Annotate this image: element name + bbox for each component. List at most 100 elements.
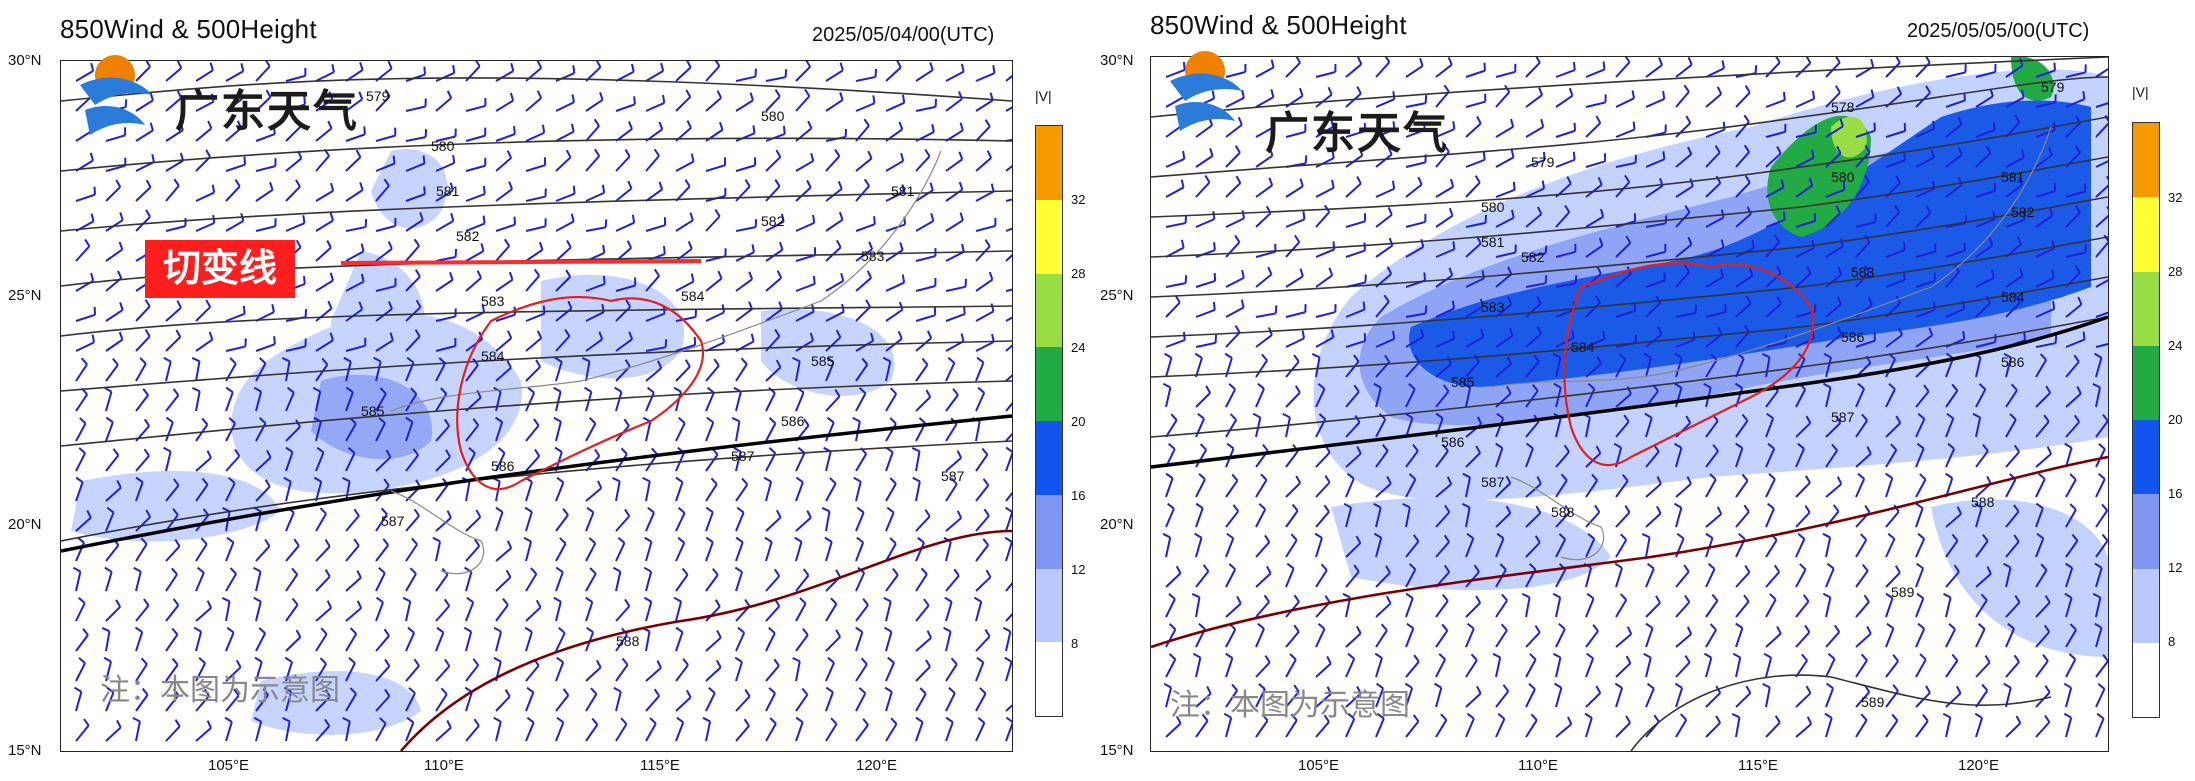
- wind-barb: [705, 721, 712, 742]
- wind-barb: [1285, 659, 1297, 678]
- panel-left: 850Wind & 500Height 2025/05/04/00(UTC): [0, 0, 1090, 781]
- wind-barb: [1885, 358, 1897, 378]
- wind-barb: [1495, 690, 1510, 708]
- wind-barb: [795, 282, 816, 292]
- svg-text:578: 578: [1831, 99, 1855, 115]
- wind-barb: [645, 601, 653, 622]
- wind-barb: [1345, 92, 1362, 108]
- wind-barb: [2095, 343, 2108, 348]
- wind-barb: [1465, 628, 1475, 648]
- wind-barb: [465, 364, 479, 382]
- wind-barb: [1585, 362, 1602, 378]
- wind-barb: [135, 161, 155, 172]
- wind-barb: [1615, 599, 1628, 618]
- wind-barb: [615, 391, 623, 412]
- map-area[interactable]: 578 579 579 580 580 581 581 582 582 583 583 584 …: [1150, 56, 2109, 752]
- wind-barb: [495, 391, 502, 412]
- wind-barb: [165, 451, 172, 472]
- wind-barb: [375, 513, 388, 532]
- wind-barb: [1885, 130, 1906, 138]
- wind-barb: [1495, 417, 1505, 438]
- wind-barb: [1555, 628, 1566, 648]
- wind-barb: [825, 603, 838, 622]
- wind-barb: [585, 724, 599, 742]
- wind-barb: [2095, 478, 2106, 498]
- colorbar-title: |V|: [1035, 88, 1052, 104]
- wind-barb: [225, 601, 231, 622]
- wind-barb: [1945, 692, 1962, 708]
- wind-barb: [2005, 478, 2017, 498]
- wind-barb: [975, 662, 985, 682]
- wind-barb: [1375, 507, 1382, 528]
- wind-barb: [1195, 392, 1211, 408]
- wind-barb: [1165, 722, 1182, 738]
- wind-barb: [735, 164, 756, 172]
- wind-barb: [645, 512, 655, 532]
- wind-barb: [1825, 188, 1845, 198]
- wind-barb: [675, 422, 686, 442]
- wind-barb: [2005, 389, 2018, 408]
- contour-588: [400, 529, 1012, 751]
- wind-barb: [1225, 568, 1237, 588]
- wind-barb: [1285, 450, 1299, 468]
- wind-barb: [555, 722, 565, 742]
- wind-barb: [1885, 571, 1901, 588]
- map-area[interactable]: 579 580 581 582 583 584 585 586 587 588 580 581 …: [60, 60, 1013, 752]
- wind-barb: [975, 576, 992, 592]
- wind-barb: [1975, 450, 1989, 468]
- wind-barb: [1375, 153, 1393, 168]
- wind-barb: [1885, 422, 1901, 438]
- wind-barb: [435, 456, 451, 472]
- wind-barb: [255, 721, 263, 742]
- wind-barb: [255, 96, 272, 112]
- wind-barb: [525, 97, 542, 112]
- wind-barb: [615, 481, 621, 502]
- wind-barb: [975, 454, 989, 472]
- wind-barb: [1345, 308, 1365, 318]
- wind-barb: [1495, 538, 1505, 558]
- wind-barb: [1345, 130, 1366, 138]
- wind-barb: [975, 392, 986, 412]
- wind-barb: [375, 134, 396, 142]
- wind-barb: [705, 605, 721, 622]
- wind-barb: [1645, 627, 1654, 648]
- wind-barb: [855, 392, 867, 412]
- wind-barb: [165, 664, 179, 682]
- wind-barb: [375, 601, 384, 622]
- wind-barb: [1855, 271, 1870, 288]
- wind-barb: [735, 278, 753, 292]
- wind-barb: [1735, 181, 1751, 198]
- wind-barb: [435, 97, 452, 112]
- wind-barb: [1645, 537, 1651, 558]
- wind-barb: [1525, 659, 1537, 678]
- wind-barb: [1885, 334, 1903, 348]
- wind-barb: [1705, 450, 1719, 468]
- wind-barb: [1705, 568, 1716, 588]
- wind-barb: [1765, 99, 1786, 108]
- wind-barb: [1345, 718, 1356, 738]
- wind-barb: [135, 455, 150, 472]
- wind-barb: [1855, 151, 1871, 168]
- wind-barb: [525, 455, 541, 472]
- wind-barb: [525, 337, 542, 352]
- wind-barb: [225, 391, 234, 412]
- wind-barb: [255, 225, 276, 232]
- wind-barb: [1315, 451, 1331, 468]
- wind-barb: [705, 666, 722, 682]
- wind-barb: [735, 99, 754, 112]
- wind-barb: [405, 275, 421, 292]
- wind-barb: [165, 634, 179, 652]
- wind-barb: [1525, 213, 1542, 228]
- wind-barb: [645, 481, 651, 502]
- wind-barb: [1345, 597, 1352, 618]
- wind-barb: [195, 572, 205, 592]
- wind-barb: [285, 636, 302, 652]
- wind-barb: [1945, 448, 1956, 468]
- wind-barb: [795, 66, 811, 82]
- wind-barb: [1765, 130, 1786, 138]
- wind-barb: [525, 722, 535, 742]
- wind-barb: [1915, 448, 1925, 468]
- wind-barb: [1915, 720, 1929, 738]
- wind-barb: [705, 511, 714, 532]
